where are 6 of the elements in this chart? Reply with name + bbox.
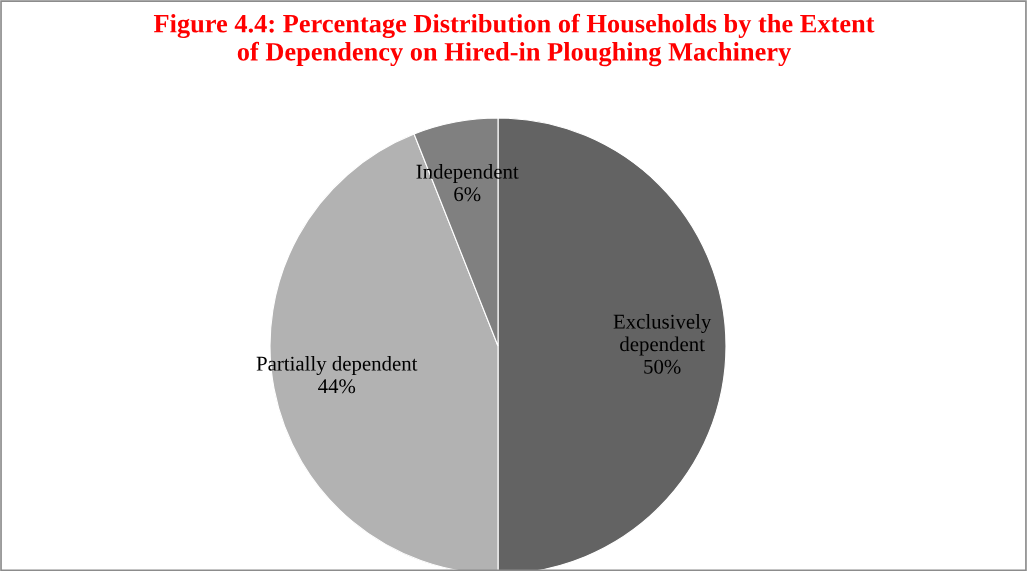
data-label: 50% bbox=[644, 359, 681, 374]
slice-label: Partially dependent bbox=[256, 356, 418, 375]
slice-label: Exclusively dependent bbox=[613, 314, 712, 356]
data-label: 44% bbox=[318, 379, 356, 394]
chart-title: Figure 4.4: Percentage Distribution of Households by the Extent of Dependency on Hired-in Ploughing Machinery bbox=[153, 13, 875, 67]
data-label: 6% bbox=[454, 187, 481, 202]
